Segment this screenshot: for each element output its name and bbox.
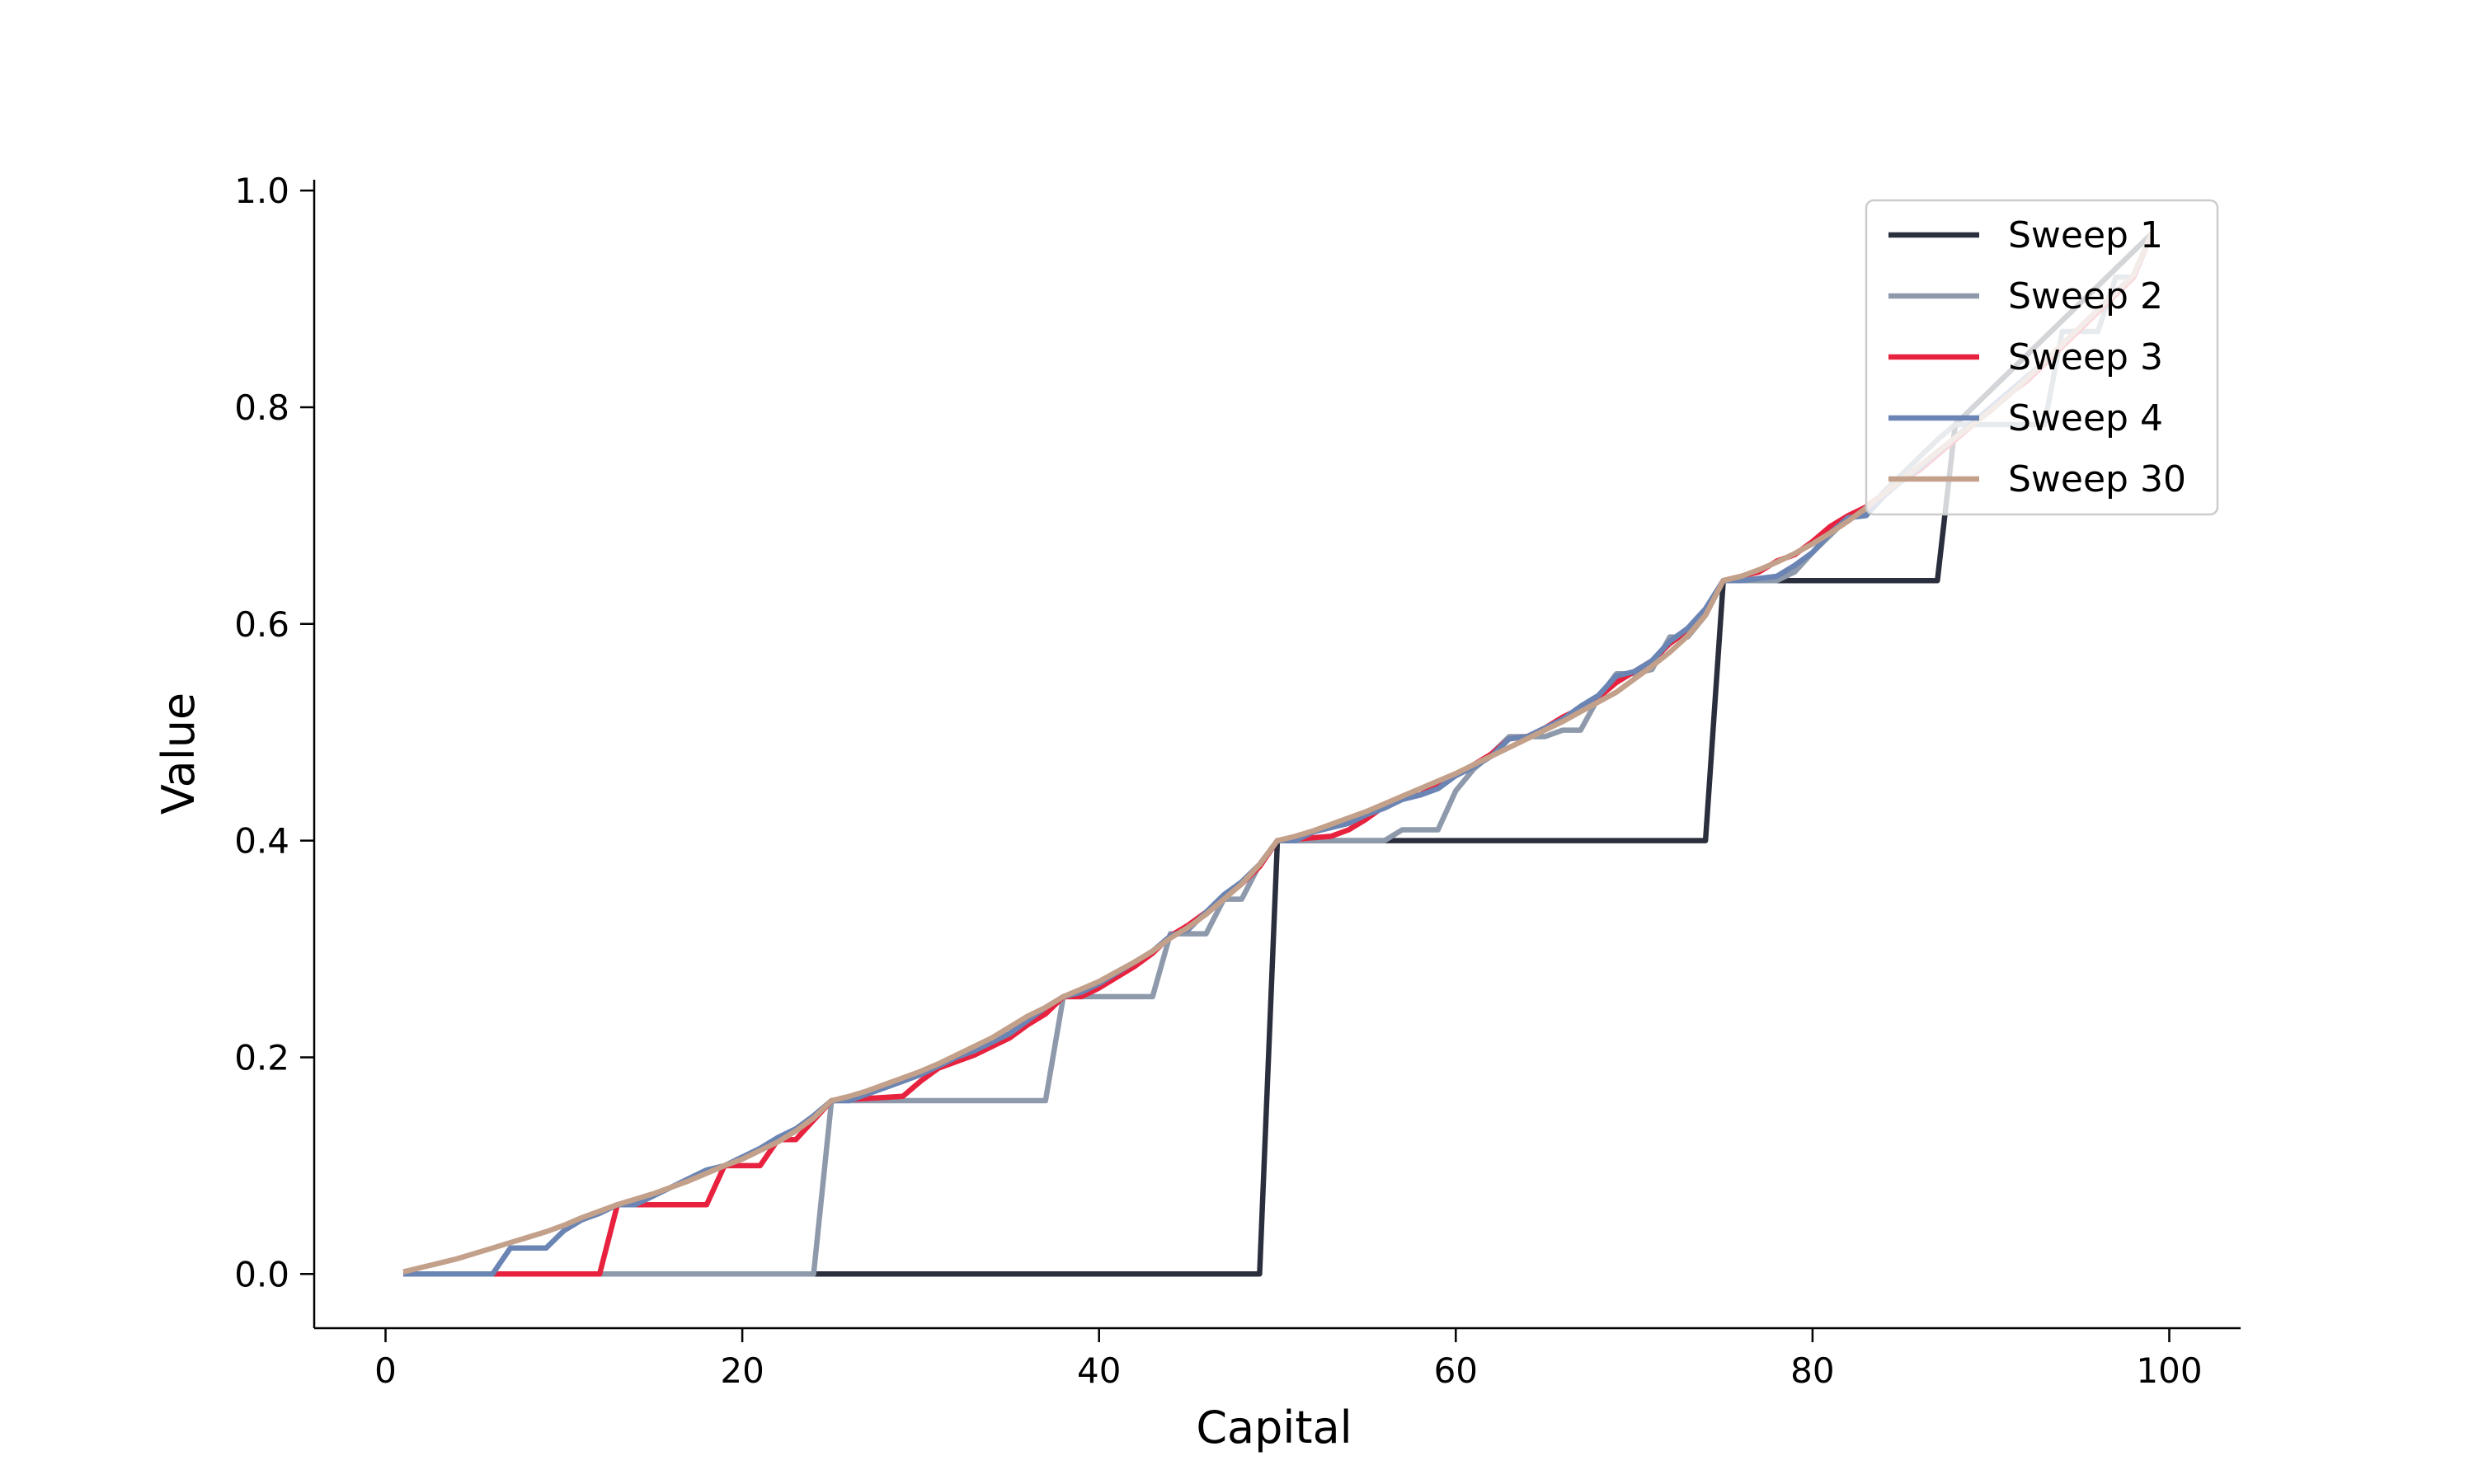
axes-layer — [313, 180, 2241, 1330]
legend-label: Sweep 30 — [2008, 458, 2186, 500]
y-axis-title: Value — [153, 693, 205, 815]
legend-label: Sweep 1 — [2008, 214, 2163, 256]
x-tick-label: 80 — [1790, 1350, 1834, 1391]
legend: Sweep 1 Sweep 2 Sweep 3 Sweep 4 Sweep 30 — [1865, 199, 2219, 516]
y-tick-label: 1.0 — [234, 171, 289, 211]
x-axis-title: Capital — [1196, 1402, 1352, 1453]
x-tick-label: 20 — [720, 1350, 764, 1391]
x-ticks: 0 20 40 60 80 100 — [374, 1328, 2203, 1391]
x-tick-label: 0 — [374, 1350, 397, 1391]
x-tick-label: 40 — [1077, 1350, 1121, 1391]
legend-label: Sweep 3 — [2008, 336, 2163, 378]
legend-frame — [1865, 199, 2219, 516]
y-ticks: 0.0 0.2 0.4 0.6 0.8 1.0 — [234, 171, 314, 1294]
y-tick-label: 0.6 — [234, 604, 289, 645]
y-tick-label: 0.0 — [234, 1254, 289, 1294]
x-tick-label: 100 — [2136, 1350, 2202, 1391]
legend-label: Sweep 2 — [2008, 275, 2163, 317]
legend-label: Sweep 4 — [2008, 397, 2163, 439]
y-tick-label: 0.8 — [234, 387, 289, 428]
y-tick-label: 0.4 — [234, 821, 289, 862]
x-tick-label: 60 — [1434, 1350, 1478, 1391]
y-tick-label: 0.2 — [234, 1037, 289, 1078]
series-line-5 — [402, 232, 2154, 1275]
